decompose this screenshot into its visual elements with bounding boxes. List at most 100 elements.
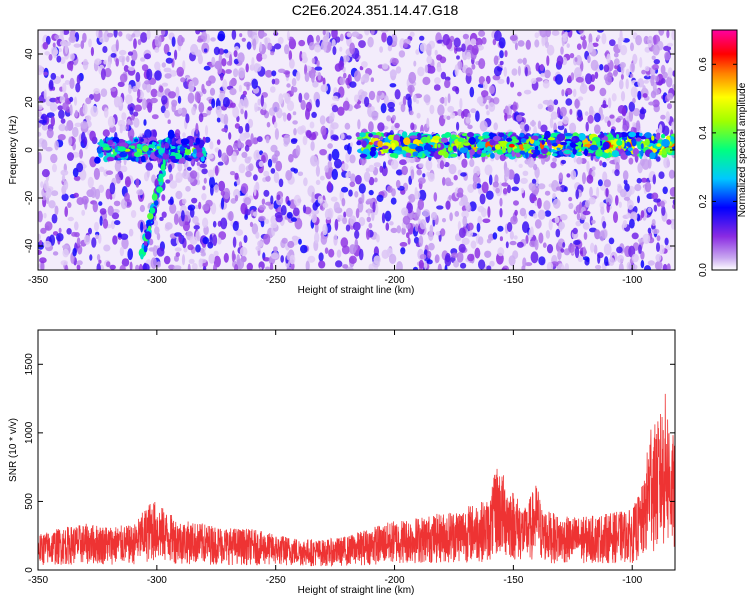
spectrogram-cell (226, 145, 234, 157)
spectrogram-cell (546, 44, 555, 56)
spectrogram-band-cell (381, 145, 389, 150)
spectrogram-band-cell (424, 149, 429, 155)
spectrogram-cell (210, 37, 216, 42)
spectrogram-cell (546, 261, 554, 270)
spectrogram-cell (591, 170, 596, 178)
spectrogram-cell (426, 117, 430, 129)
spectrogram-cell (182, 132, 186, 138)
spectrogram-cell (603, 179, 612, 188)
spectrogram-cell (146, 30, 151, 40)
spectrogram-band-cell (507, 146, 512, 153)
spectrogram-cell (38, 152, 42, 164)
spectrogram-band-cell (612, 144, 616, 151)
spectrogram-cell (161, 95, 168, 105)
spectrogram-cell (460, 262, 467, 269)
spectrogram-cell (381, 32, 387, 43)
spectrogram-cell (48, 54, 53, 61)
spectrogram-cell (402, 95, 407, 106)
spectrogram-cell (50, 72, 57, 80)
spectrogram-cell (417, 66, 425, 77)
spectrogram-cell (534, 239, 539, 251)
spectrogram-cell (137, 39, 142, 46)
spectrogram-cell (372, 260, 380, 268)
spectrogram-cell (492, 181, 499, 188)
spectrogram-cell (169, 173, 174, 182)
spectrogram-cell (311, 213, 317, 223)
spectrogram-cell (231, 30, 237, 40)
spectrogram-cell (318, 260, 326, 269)
spectrogram-cell (499, 197, 503, 207)
spectrogram-cell (630, 42, 634, 52)
spectrogram-band-cell (440, 137, 449, 143)
spectrogram-cell (130, 210, 137, 218)
spectrogram-cell (361, 73, 370, 83)
spectrogram-cell (233, 188, 241, 199)
spectrogram-band-cell (356, 140, 362, 146)
spectrogram-cell (419, 253, 427, 260)
spectrogram-cell (139, 204, 145, 213)
spectrogram-cell (267, 42, 273, 51)
spectrogram-cell (45, 146, 53, 152)
spectrogram-cell (111, 212, 120, 220)
spectrogram-cell (391, 125, 395, 132)
spectrogram-cell (615, 195, 619, 206)
spectrogram-cell (322, 30, 326, 36)
spectrogram-cell (631, 264, 638, 270)
spectrogram-cell (547, 104, 554, 113)
spectrogram-cell (43, 212, 47, 219)
spectrogram-cell (439, 97, 446, 104)
spectrogram-cell (314, 44, 322, 53)
spectrogram-cell (287, 240, 295, 249)
spectrogram-cell (142, 82, 147, 91)
spectrogram-cell (174, 247, 182, 252)
spectrogram-cell (110, 87, 117, 92)
spectrogram-cell (582, 222, 590, 230)
spectrogram-cell (486, 238, 492, 244)
spectrogram-cell (203, 48, 208, 53)
spectrogram-cell (297, 171, 304, 177)
spectrogram-cell (419, 35, 425, 41)
spectrogram-cell (54, 34, 59, 40)
spectrogram-cell (342, 217, 348, 225)
spectrogram-cell (644, 65, 650, 72)
spectrogram-cell (507, 184, 511, 194)
spectrogram-cell (334, 63, 342, 72)
spectrogram-cell (213, 46, 220, 56)
spectrogram-cell (94, 58, 102, 65)
spectrogram-band-cell (572, 147, 577, 155)
spectrogram-cell (286, 211, 293, 219)
spectrogram-cell (517, 40, 525, 47)
spectrogram-cell (386, 185, 393, 193)
spectrogram-cell (310, 141, 315, 151)
spectrogram-cell (255, 231, 260, 239)
spectrogram-cell (302, 135, 308, 146)
spectrogram-cell (150, 97, 158, 104)
spectrogram-band-cell (575, 152, 583, 156)
spectrogram-cell (364, 30, 370, 36)
spectrogram-cell (444, 79, 451, 89)
spectrogram-cell (195, 30, 201, 35)
spectrogram-cell (534, 219, 542, 229)
spectrogram-cell (59, 95, 66, 103)
spectrogram-band-cell (578, 144, 583, 150)
spectrogram-cell (292, 111, 297, 116)
spectrogram-cell (585, 73, 593, 85)
spectrogram-cell (492, 97, 500, 105)
spectrogram-cell (293, 168, 299, 174)
spectrogram-cell (331, 148, 340, 161)
spectrogram-cell (627, 199, 634, 210)
spectrogram-cell (658, 171, 665, 179)
spectrogram-cell (532, 213, 538, 219)
spectrogram-cell (504, 112, 508, 122)
spectrogram-cell (509, 35, 518, 41)
spectrogram-cell (495, 187, 500, 194)
spectrogram-cell (228, 211, 234, 222)
spectrogram-cell (336, 249, 342, 258)
spectrogram-band-cell (437, 150, 446, 156)
spectrogram-cell (213, 263, 217, 270)
spectrogram-cell (603, 64, 610, 73)
spectrogram-cell (81, 209, 86, 216)
spectrogram-band-cell (153, 142, 157, 146)
spectrogram-cell (59, 56, 66, 64)
spectrogram-cell (191, 106, 197, 116)
